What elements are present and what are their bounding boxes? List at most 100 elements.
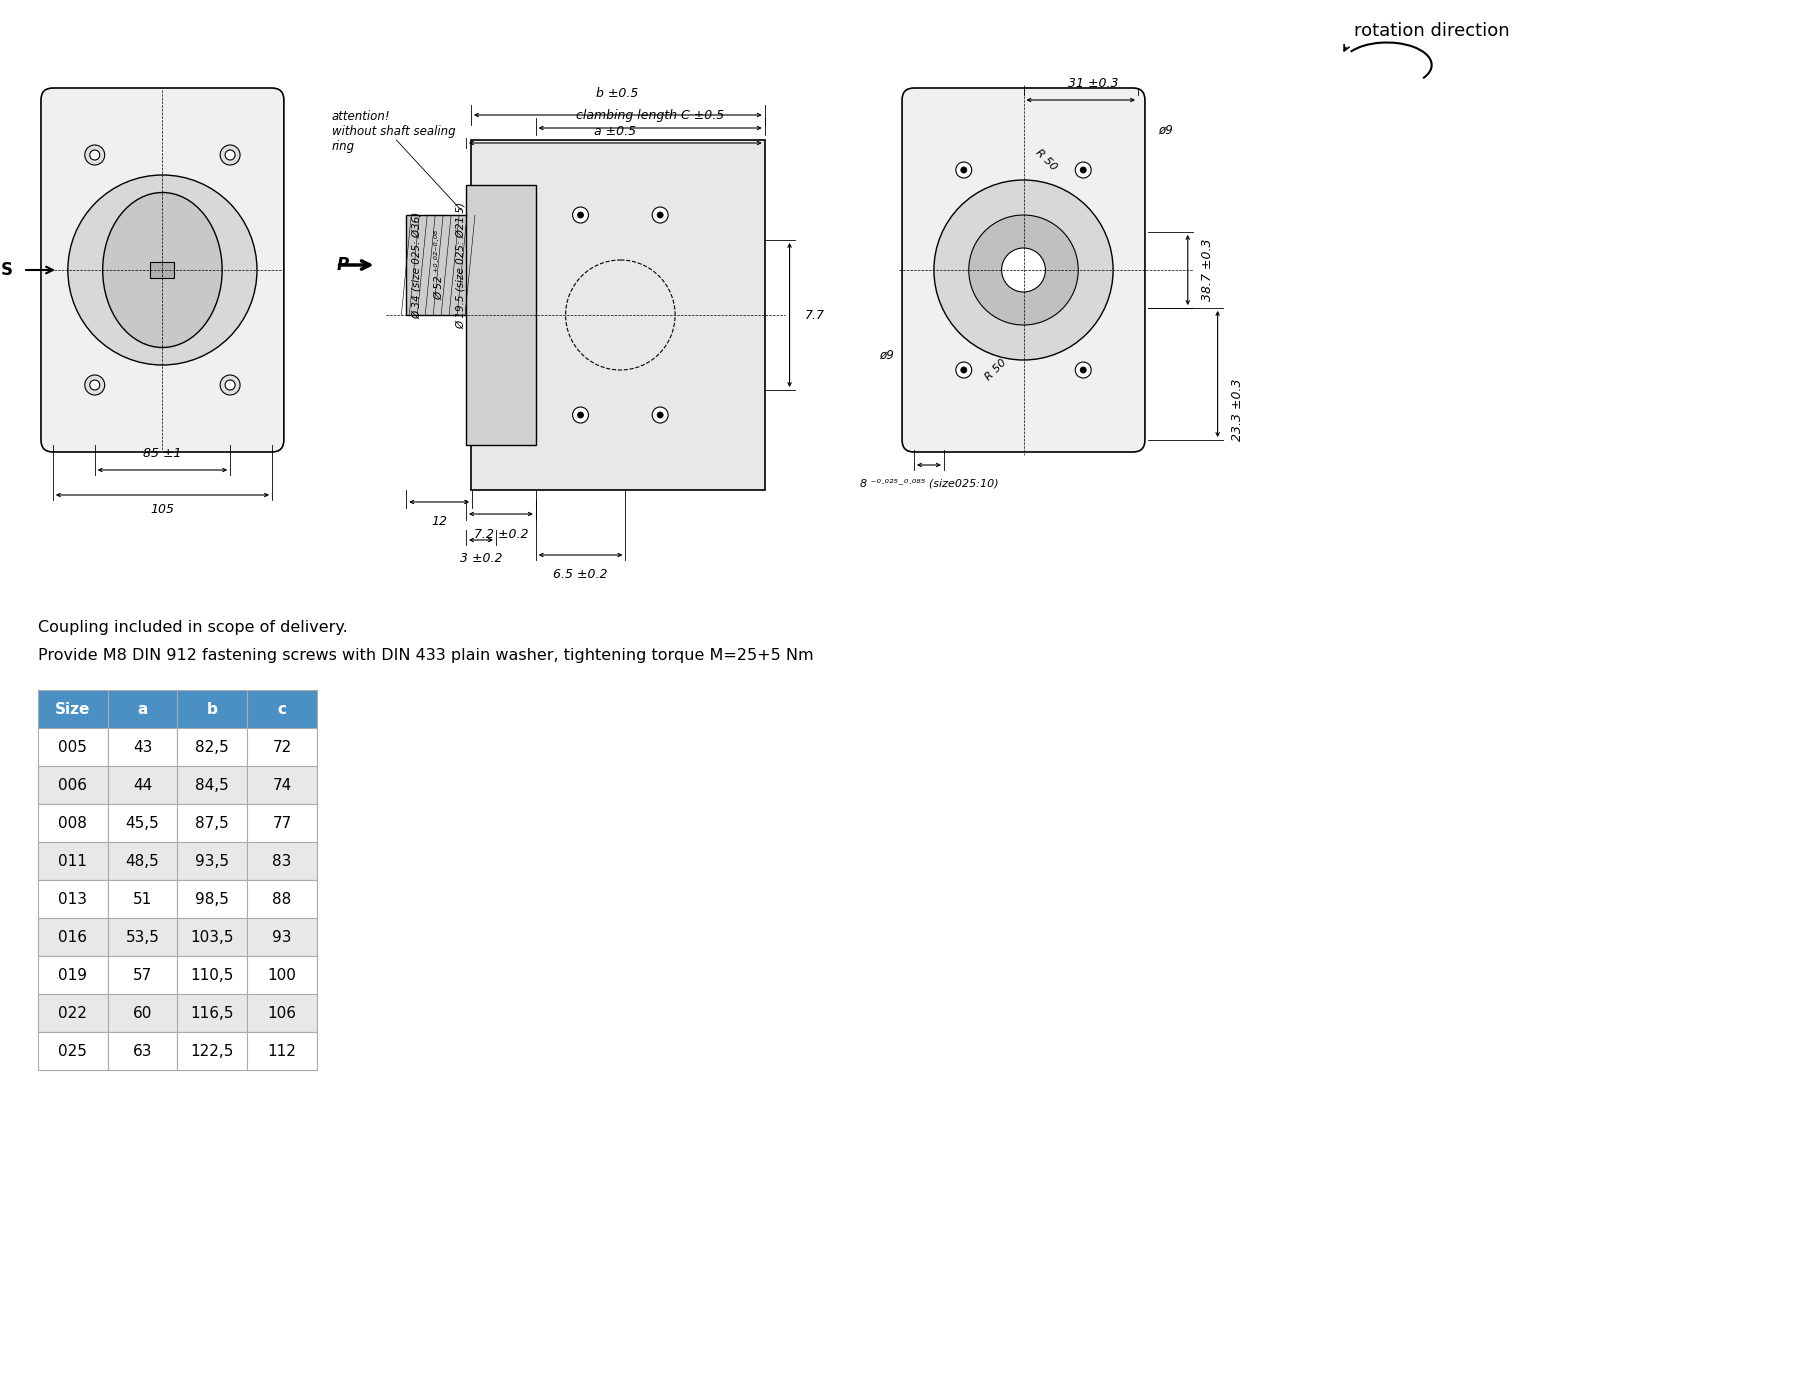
Circle shape: [573, 207, 589, 222]
Bar: [178, 842, 248, 880]
Circle shape: [224, 379, 235, 391]
Circle shape: [652, 207, 668, 222]
Text: R 50: R 50: [984, 357, 1009, 382]
Text: Size: Size: [56, 702, 90, 716]
Bar: [248, 842, 316, 880]
Text: 82,5: 82,5: [196, 739, 230, 755]
Circle shape: [578, 411, 584, 418]
Bar: [108, 842, 178, 880]
Circle shape: [657, 411, 663, 418]
Bar: [471, 140, 765, 491]
Bar: [108, 728, 178, 766]
Bar: [108, 1031, 178, 1070]
Bar: [178, 880, 248, 917]
Bar: [38, 728, 108, 766]
Text: 112: 112: [268, 1044, 296, 1059]
Text: a ±0.5: a ±0.5: [594, 125, 636, 138]
Circle shape: [84, 375, 104, 395]
Bar: [248, 880, 316, 917]
Bar: [38, 766, 108, 803]
Text: 022: 022: [59, 1005, 88, 1020]
Text: b ±0.5: b ±0.5: [596, 88, 639, 100]
Text: Coupling included in scope of delivery.: Coupling included in scope of delivery.: [38, 620, 348, 635]
Text: 6.5 ±0.2: 6.5 ±0.2: [553, 569, 607, 581]
Bar: [38, 994, 108, 1031]
Circle shape: [90, 150, 101, 160]
Text: Provide M8 DIN 912 fastening screws with DIN 433 plain washer, tightening torque: Provide M8 DIN 912 fastening screws with…: [38, 648, 814, 663]
Text: 93,5: 93,5: [196, 853, 230, 869]
Bar: [108, 956, 178, 994]
Bar: [248, 956, 316, 994]
Text: 85 ±1: 85 ±1: [144, 448, 181, 460]
Text: 83: 83: [273, 853, 291, 869]
Bar: [178, 803, 248, 842]
Bar: [248, 766, 316, 803]
Text: ø9: ø9: [880, 349, 894, 361]
Bar: [38, 1031, 108, 1070]
Bar: [108, 917, 178, 956]
Text: 013: 013: [57, 891, 88, 906]
Text: 57: 57: [133, 967, 153, 983]
Text: 60: 60: [133, 1005, 153, 1020]
Circle shape: [578, 213, 584, 218]
Bar: [108, 766, 178, 803]
Bar: [248, 994, 316, 1031]
Text: 23.3 ±0.3: 23.3 ±0.3: [1230, 378, 1243, 441]
Circle shape: [221, 145, 241, 165]
Text: 025: 025: [59, 1044, 88, 1059]
Text: a: a: [136, 702, 147, 716]
Text: 122,5: 122,5: [190, 1044, 233, 1059]
Bar: [108, 994, 178, 1031]
Text: 77: 77: [273, 816, 291, 830]
Text: 48,5: 48,5: [126, 853, 160, 869]
Text: Ø 34 (size 025: Ø36): Ø 34 (size 025: Ø36): [413, 211, 422, 318]
Text: 44: 44: [133, 777, 153, 792]
Text: 74: 74: [273, 777, 291, 792]
Text: 011: 011: [59, 853, 88, 869]
Text: 016: 016: [57, 930, 88, 944]
Text: 100: 100: [268, 967, 296, 983]
Bar: [248, 689, 316, 728]
Circle shape: [1076, 361, 1092, 378]
Circle shape: [68, 175, 257, 366]
Text: 008: 008: [59, 816, 88, 830]
Bar: [38, 803, 108, 842]
Circle shape: [1079, 167, 1087, 172]
Text: 7.7: 7.7: [805, 309, 824, 321]
Circle shape: [224, 150, 235, 160]
Text: R 50: R 50: [1033, 147, 1058, 172]
Bar: [178, 917, 248, 956]
Text: 3 ±0.2: 3 ±0.2: [460, 552, 503, 564]
Text: rotation direction: rotation direction: [1354, 22, 1509, 40]
Text: 72: 72: [273, 739, 291, 755]
Text: Ø 19.5 (size 025: Ø21.5): Ø 19.5 (size 025: Ø21.5): [456, 202, 467, 328]
Bar: [248, 917, 316, 956]
Circle shape: [652, 407, 668, 423]
Circle shape: [1002, 247, 1045, 292]
Bar: [406, 215, 476, 316]
Text: 106: 106: [268, 1005, 296, 1020]
Text: S: S: [2, 261, 13, 279]
Bar: [38, 842, 108, 880]
Circle shape: [961, 167, 966, 172]
Text: 93: 93: [273, 930, 291, 944]
Bar: [248, 728, 316, 766]
FancyBboxPatch shape: [902, 88, 1146, 452]
Bar: [248, 1031, 316, 1070]
Text: 110,5: 110,5: [190, 967, 233, 983]
Bar: [108, 880, 178, 917]
Bar: [248, 803, 316, 842]
Text: 019: 019: [57, 967, 88, 983]
Circle shape: [961, 367, 966, 373]
Bar: [465, 185, 535, 445]
Bar: [38, 956, 108, 994]
Bar: [108, 803, 178, 842]
Text: 45,5: 45,5: [126, 816, 160, 830]
Bar: [38, 689, 108, 728]
Circle shape: [955, 361, 972, 378]
Bar: [178, 956, 248, 994]
Text: 88: 88: [273, 891, 291, 906]
Text: ø9: ø9: [1158, 124, 1173, 136]
Bar: [178, 1031, 248, 1070]
FancyBboxPatch shape: [41, 88, 284, 452]
